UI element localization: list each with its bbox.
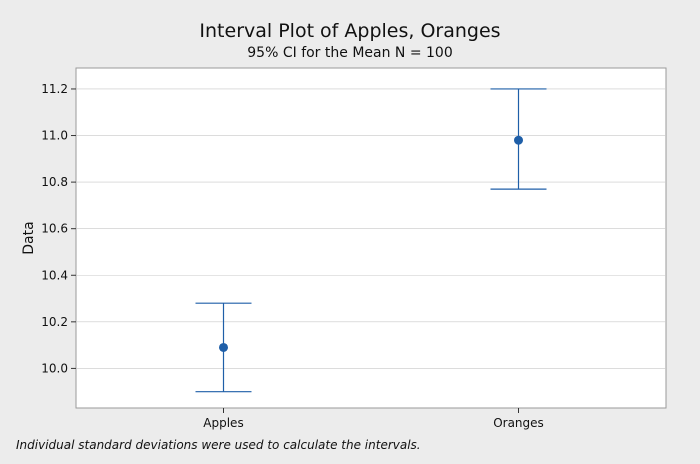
y-tick-label: 10.6 — [41, 222, 68, 236]
y-tick-label: 11.2 — [41, 82, 68, 96]
gridlines — [76, 88, 666, 369]
y-axis: 10.0 10.2 10.4 10.6 10.8 11.0 11.2 — [41, 82, 76, 375]
y-tick-label: 10.0 — [41, 361, 68, 375]
y-tick-label: 10.8 — [41, 175, 68, 189]
x-tick-label: Oranges — [493, 416, 544, 430]
chart-title: Interval Plot of Apples, Oranges — [199, 20, 500, 42]
mean-point — [219, 342, 228, 352]
footnote: Individual standard deviations were used… — [16, 438, 421, 452]
chart-subtitle: 95% CI for the Mean N = 100 — [247, 45, 452, 61]
y-axis-label: Data — [21, 221, 37, 254]
x-tick-label: Apples — [203, 416, 243, 430]
x-axis: Apples Oranges — [203, 408, 544, 430]
mean-point — [514, 135, 523, 145]
y-tick-label: 11.0 — [41, 129, 68, 143]
plot-area — [75, 67, 667, 409]
interval-marks — [195, 88, 547, 393]
y-tick-label: 10.4 — [41, 268, 68, 282]
y-tick-label: 10.2 — [41, 315, 68, 329]
